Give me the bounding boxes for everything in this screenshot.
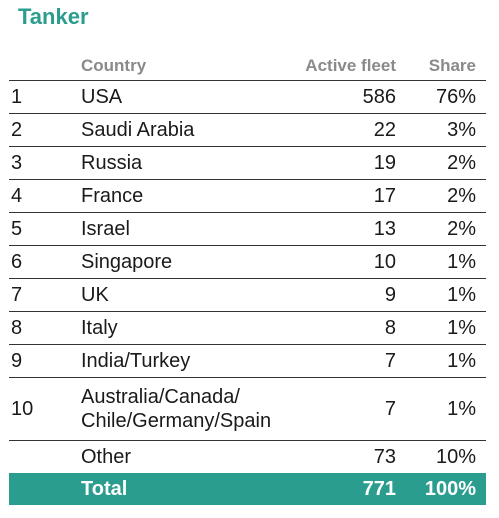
fleet-cell: 9	[286, 278, 406, 312]
rank-cell: 6	[9, 245, 81, 279]
rank-cell	[9, 440, 81, 474]
table-row: 4 France 17 2%	[9, 179, 486, 213]
fleet-cell: 13	[286, 212, 406, 246]
rank-cell: 8	[9, 311, 81, 345]
table-row: 7 UK 9 1%	[9, 278, 486, 312]
country-cell: Israel	[81, 212, 286, 246]
share-cell: 1%	[406, 245, 486, 279]
country-line-1: Australia/Canada/	[81, 386, 240, 408]
table-row: 2 Saudi Arabia 22 3%	[9, 113, 486, 147]
country-cell: UK	[81, 278, 286, 312]
country-cell: Russia	[81, 146, 286, 180]
country-header: Country	[81, 52, 286, 81]
rank-cell: 2	[9, 113, 81, 147]
fleet-cell: 8	[286, 311, 406, 345]
share-cell: 1%	[406, 377, 486, 441]
total-fleet: 771	[286, 473, 406, 505]
rank-cell: 7	[9, 278, 81, 312]
table-row: 5 Israel 13 2%	[9, 212, 486, 246]
table-row: 3 Russia 19 2%	[9, 146, 486, 180]
table-row: 10 Australia/Canada/ Chile/Germany/Spain…	[9, 377, 486, 441]
rank-cell: 1	[11, 85, 23, 108]
rank-cell: 5	[9, 212, 81, 246]
table-row: 9 India/Turkey 7 1%	[9, 344, 486, 378]
fleet-cell: 7	[286, 344, 406, 378]
country-cell: India/Turkey	[81, 344, 286, 378]
active-fleet-header: Active fleet	[286, 52, 406, 81]
table-header-row: Country Active fleet Share	[9, 52, 486, 81]
fleet-cell: 19	[286, 146, 406, 180]
share-cell: 76%	[435, 85, 476, 108]
total-label: Total	[81, 473, 286, 505]
fleet-cell: 7	[286, 377, 406, 441]
fleet-cell: 10	[286, 245, 406, 279]
total-row: Total 771 100%	[9, 473, 486, 505]
country-cell: Singapore	[81, 245, 286, 279]
rank-cell: 9	[9, 344, 81, 378]
country-cell: Saudi Arabia	[81, 113, 286, 147]
share-cell: 10%	[406, 440, 486, 474]
rank-cell: 4	[9, 179, 81, 213]
table-row: 1 USA 586 76%	[9, 81, 486, 114]
rank-cell: 3	[9, 146, 81, 180]
share-cell: 1%	[406, 311, 486, 345]
country-line-2: Chile/Germany/Spain	[81, 410, 272, 432]
fleet-cell: 22	[286, 113, 406, 147]
country-cell: France	[81, 179, 286, 213]
other-row: Other 73 10%	[9, 440, 486, 474]
fleet-cell: 73	[286, 440, 406, 474]
fleet-cell: 586	[362, 85, 396, 108]
fleet-cell: 17	[286, 179, 406, 213]
rank-cell: 10	[9, 377, 81, 441]
share-cell: 2%	[406, 212, 486, 246]
table-row: 6 Singapore 10 1%	[9, 245, 486, 279]
share-cell: 2%	[406, 146, 486, 180]
table-row: 8 Italy 8 1%	[9, 311, 486, 345]
country-cell: Other	[81, 440, 286, 474]
total-share: 100%	[406, 473, 486, 505]
country-cell: Italy	[81, 311, 286, 345]
country-cell: Australia/Canada/ Chile/Germany/Spain	[81, 377, 286, 441]
rank-cell	[9, 473, 81, 505]
share-header: Share	[406, 52, 486, 81]
share-cell: 1%	[406, 278, 486, 312]
tanker-table: Country Active fleet Share 1 USA 586 76%…	[9, 52, 486, 505]
table-title: Tanker	[18, 4, 89, 29]
share-cell: 2%	[406, 179, 486, 213]
rank-header	[9, 52, 81, 81]
share-cell: 1%	[406, 344, 486, 378]
share-cell: 3%	[406, 113, 486, 147]
country-cell: USA	[81, 85, 123, 108]
